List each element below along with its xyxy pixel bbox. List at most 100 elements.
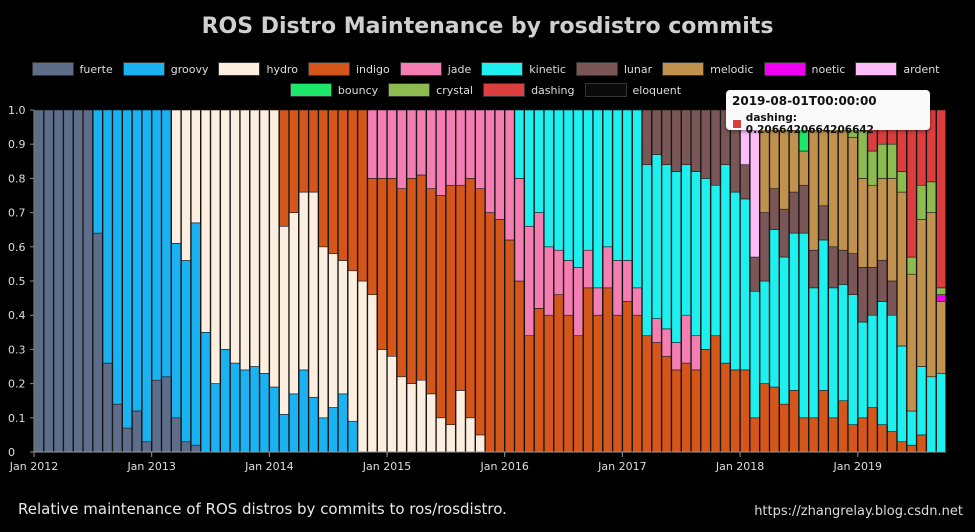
bar-2014-04[interactable]	[298, 109, 309, 453]
bar-2015-05[interactable]	[426, 109, 436, 453]
bar-segment-hydro[interactable]	[181, 109, 191, 261]
bar-segment-indigo[interactable]	[387, 178, 397, 357]
bar-segment-kinetic[interactable]	[651, 154, 662, 319]
bar-segment-fuerte[interactable]	[132, 410, 142, 453]
bar-segment-indigo[interactable]	[661, 355, 672, 453]
legend-item-bouncy[interactable]: bouncy	[289, 83, 378, 97]
bar-segment-groovy[interactable]	[161, 109, 172, 378]
bar-segment-indigo[interactable]	[916, 434, 927, 453]
bar-2014-10[interactable]	[357, 109, 368, 453]
bar-segment-hydro[interactable]	[455, 390, 466, 453]
bar-2016-07[interactable]	[563, 109, 574, 453]
bar-segment-groovy[interactable]	[240, 369, 250, 453]
bar-segment-kinetic[interactable]	[779, 256, 789, 405]
bar-2015-04[interactable]	[416, 109, 427, 453]
bar-segment-indigo[interactable]	[818, 390, 829, 453]
bar-segment-kinetic[interactable]	[612, 109, 623, 261]
bar-segment-kinetic[interactable]	[730, 191, 740, 371]
bar-segment-fuerte[interactable]	[141, 441, 152, 453]
bar-segment-indigo[interactable]	[906, 444, 917, 453]
bar-2018-10[interactable]	[828, 109, 839, 453]
bar-segment-kinetic[interactable]	[857, 321, 868, 419]
bar-2014-01[interactable]	[269, 109, 280, 453]
bar-segment-kinetic[interactable]	[818, 239, 829, 391]
bar-segment-indigo[interactable]	[789, 390, 799, 453]
bar-segment-jade[interactable]	[485, 109, 495, 213]
bar-2014-02[interactable]	[279, 109, 289, 453]
bar-segment-kinetic[interactable]	[936, 373, 946, 453]
bar-segment-lunar[interactable]	[877, 260, 888, 302]
bar-segment-kinetic[interactable]	[642, 164, 652, 337]
bar-segment-fuerte[interactable]	[171, 417, 181, 453]
bar-segment-crystal[interactable]	[916, 184, 927, 220]
bar-2013-03[interactable]	[171, 109, 181, 453]
bar-segment-groovy[interactable]	[112, 109, 123, 405]
bar-segment-melodic[interactable]	[838, 126, 848, 251]
bar-2019-09[interactable]	[936, 109, 946, 453]
bar-segment-kinetic[interactable]	[710, 184, 721, 337]
bar-segment-hydro[interactable]	[308, 191, 319, 398]
bar-2019-07[interactable]	[916, 109, 927, 453]
bar-segment-kinetic[interactable]	[808, 287, 819, 419]
bar-segment-indigo[interactable]	[848, 424, 858, 453]
bar-segment-indigo[interactable]	[514, 280, 525, 453]
bar-segment-indigo[interactable]	[779, 403, 789, 453]
bar-2013-09[interactable]	[230, 109, 240, 453]
bar-segment-jade[interactable]	[416, 109, 427, 176]
legend-item-dashing[interactable]: dashing	[483, 83, 575, 97]
bar-segment-fuerte[interactable]	[92, 232, 103, 453]
bar-2013-12[interactable]	[259, 109, 270, 453]
bar-segment-kinetic[interactable]	[867, 314, 878, 408]
bar-segment-noetic[interactable]	[936, 294, 946, 302]
bar-segment-jade[interactable]	[514, 178, 525, 282]
bar-segment-lunar[interactable]	[828, 246, 839, 289]
bar-2016-01[interactable]	[504, 109, 515, 453]
bar-segment-groovy[interactable]	[298, 369, 309, 453]
bar-segment-jade[interactable]	[475, 109, 485, 189]
bar-segment-indigo[interactable]	[357, 109, 368, 282]
bar-2015-03[interactable]	[406, 109, 417, 453]
bar-segment-jade[interactable]	[651, 318, 662, 343]
bar-segment-hydro[interactable]	[318, 246, 329, 419]
bar-2014-11[interactable]	[367, 109, 378, 453]
bar-segment-groovy[interactable]	[92, 109, 103, 234]
bar-segment-groovy[interactable]	[328, 407, 338, 453]
bar-segment-hydro[interactable]	[298, 191, 309, 371]
legend-item-indigo[interactable]: indigo	[307, 62, 390, 76]
bar-segment-indigo[interactable]	[622, 301, 633, 453]
bar-segment-indigo[interactable]	[769, 386, 780, 453]
bar-2015-12[interactable]	[495, 109, 505, 453]
bar-segment-hydro[interactable]	[171, 109, 181, 244]
bar-segment-kinetic[interactable]	[671, 171, 682, 343]
bar-2018-05[interactable]	[779, 109, 789, 453]
bar-segment-indigo[interactable]	[485, 212, 495, 453]
bar-segment-lunar[interactable]	[700, 109, 711, 179]
legend-item-noetic[interactable]: noetic	[763, 62, 845, 76]
bar-segment-groovy[interactable]	[230, 362, 240, 453]
bar-segment-hydro[interactable]	[259, 109, 270, 374]
bar-segment-indigo[interactable]	[318, 109, 329, 248]
bar-segment-hydro[interactable]	[367, 294, 378, 453]
bar-segment-indigo[interactable]	[759, 383, 770, 453]
bar-segment-indigo[interactable]	[563, 314, 574, 453]
bar-segment-groovy[interactable]	[289, 393, 299, 453]
bar-segment-jade[interactable]	[445, 109, 456, 186]
bar-segment-indigo[interactable]	[367, 178, 378, 295]
bar-segment-lunar[interactable]	[759, 212, 770, 282]
bar-segment-jade[interactable]	[573, 267, 584, 337]
bar-2018-03[interactable]	[759, 109, 770, 453]
bar-segment-hydro[interactable]	[328, 253, 338, 408]
bar-2016-12[interactable]	[612, 109, 623, 453]
bar-segment-hydro[interactable]	[338, 260, 348, 395]
bar-segment-melodic[interactable]	[936, 301, 946, 374]
bar-segment-hydro[interactable]	[279, 225, 289, 415]
bar-2019-08[interactable]	[926, 109, 937, 453]
bar-segment-fuerte[interactable]	[53, 109, 64, 453]
bar-segment-crystal[interactable]	[887, 143, 897, 179]
bar-2014-05[interactable]	[308, 109, 319, 453]
bar-segment-jade[interactable]	[602, 246, 613, 289]
bar-segment-hydro[interactable]	[396, 376, 407, 453]
bar-2018-02[interactable]	[749, 109, 760, 453]
bar-segment-jade[interactable]	[396, 109, 407, 189]
bar-2013-05[interactable]	[191, 109, 201, 453]
